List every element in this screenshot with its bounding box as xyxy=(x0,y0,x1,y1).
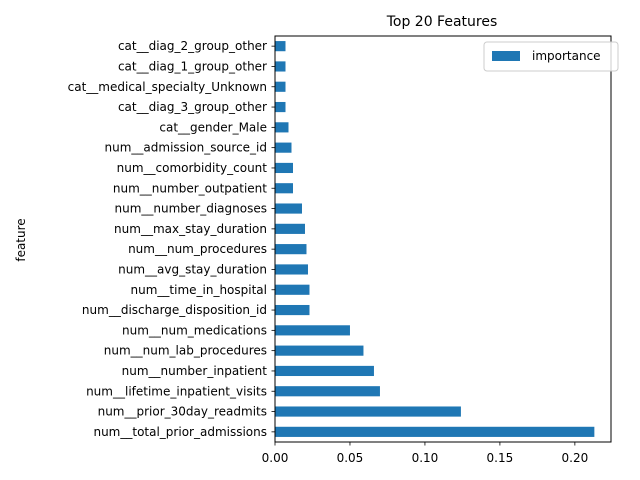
bar-cat__medical_specialty_Unknown xyxy=(275,81,286,92)
y-tick-label: num__max_stay_duration xyxy=(114,222,267,236)
x-axis-ticks: 0.00 0.05 0.10 0.15 0.20 xyxy=(262,442,589,465)
y-tick-label: cat__diag_1_group_other xyxy=(118,59,267,73)
bar-cat__diag_3_group_other xyxy=(275,101,286,113)
bar-cat__diag_1_group_other xyxy=(275,61,286,72)
y-tick-label: num__admission_source_id xyxy=(105,141,267,155)
y-tick-label: cat__diag_3_group_other xyxy=(118,100,267,114)
bar-num__comorbidity_count xyxy=(275,162,293,174)
y-tick-label: num__prior_30day_readmits xyxy=(98,405,267,419)
bar-cat__diag_2_group_other xyxy=(275,41,286,52)
y-tick-label: num__num_medications xyxy=(122,323,267,337)
y-tick-label: cat__medical_specialty_Unknown xyxy=(68,80,267,94)
y-tick-label: num__number_diagnoses xyxy=(115,202,268,216)
bar-num__avg_stay_duration xyxy=(275,264,308,275)
y-tick-label: cat__gender_Male xyxy=(159,120,267,134)
bars-group xyxy=(275,41,595,437)
y-tick-label: num__num_lab_procedures xyxy=(104,344,267,358)
legend: importance xyxy=(483,41,619,72)
bar-num__num_procedures xyxy=(275,244,307,255)
bar-num__time_in_hospital xyxy=(275,284,310,295)
x-tick-label: 0.00 xyxy=(262,451,289,465)
y-tick-label: cat__diag_2_group_other xyxy=(118,39,267,53)
y-axis-label: feature xyxy=(14,218,28,261)
y-axis-ticks: num__total_prior_admissions num__prior_30… xyxy=(68,39,275,439)
y-tick-label: num__total_prior_admissions xyxy=(93,425,267,439)
bar-num__lifetime_inpatient_visits xyxy=(275,386,380,397)
y-tick-label: num__time_in_hospital xyxy=(131,283,268,297)
y-tick-label: num__number_inpatient xyxy=(122,364,268,378)
bar-num__number_outpatient xyxy=(275,183,293,194)
x-tick-label: 0.20 xyxy=(562,451,589,465)
plot-frame xyxy=(274,35,612,443)
bar-cat__gender_Male xyxy=(275,122,289,133)
y-tick-label: num__discharge_disposition_id xyxy=(82,303,267,317)
bar-num__prior_30day_readmits xyxy=(275,406,461,417)
legend-box xyxy=(483,41,619,72)
y-tick-label: num__avg_stay_duration xyxy=(118,262,267,276)
y-tick-label: num__comorbidity_count xyxy=(117,161,268,175)
x-tick-label: 0.10 xyxy=(412,451,439,465)
y-tick-label: num__number_outpatient xyxy=(113,181,267,195)
chart-title: Top 20 Features xyxy=(386,14,498,30)
legend-label: importance xyxy=(532,49,601,63)
x-tick-label: 0.15 xyxy=(487,451,514,465)
bar-num__num_lab_procedures xyxy=(275,345,364,356)
bar-num__number_diagnoses xyxy=(275,203,302,214)
x-tick-label: 0.05 xyxy=(337,451,364,465)
y-tick-label: num__lifetime_inpatient_visits xyxy=(86,384,267,398)
bar-num__discharge_disposition_id xyxy=(275,304,310,316)
bar-num__max_stay_duration xyxy=(275,223,305,234)
bar-num__total_prior_admissions xyxy=(275,426,595,437)
bar-num__number_inpatient xyxy=(275,365,374,377)
y-tick-label: num__num_procedures xyxy=(128,242,267,256)
bar-num__admission_source_id xyxy=(275,142,292,153)
legend-swatch xyxy=(492,51,520,61)
bar-num__num_medications xyxy=(275,325,350,336)
